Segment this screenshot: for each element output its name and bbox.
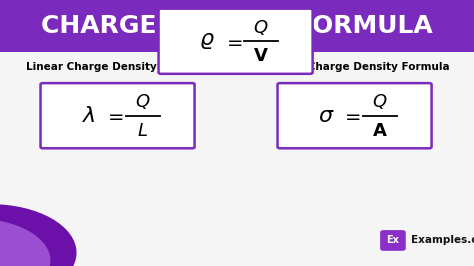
Text: $Q$: $Q$ (253, 18, 269, 37)
Text: $Q$: $Q$ (372, 93, 388, 111)
Circle shape (0, 205, 76, 266)
Text: $=$: $=$ (104, 106, 125, 125)
Circle shape (0, 219, 50, 266)
FancyBboxPatch shape (277, 83, 432, 148)
Text: $=$: $=$ (222, 32, 243, 51)
Text: $\sigma$: $\sigma$ (318, 106, 335, 126)
Text: $\lambda$: $\lambda$ (82, 106, 96, 126)
FancyBboxPatch shape (380, 230, 406, 251)
Text: $\mathbf{A}$: $\mathbf{A}$ (372, 122, 388, 140)
FancyBboxPatch shape (40, 83, 194, 148)
Text: $L$: $L$ (137, 122, 148, 140)
Text: $\varrho$: $\varrho$ (199, 31, 215, 51)
Text: Linear Charge Density Formula: Linear Charge Density Formula (26, 62, 209, 72)
FancyBboxPatch shape (158, 9, 313, 74)
Text: $Q$: $Q$ (135, 93, 151, 111)
Text: CHARGE DENSITY FORMULA: CHARGE DENSITY FORMULA (41, 14, 433, 38)
Text: Examples.com: Examples.com (411, 235, 474, 246)
Text: Ex: Ex (386, 235, 400, 246)
Text: Surface Charge Density Formula: Surface Charge Density Formula (259, 62, 450, 72)
Bar (0, 0, 474, 52)
Text: $=$: $=$ (341, 106, 362, 125)
Text: $\mathbf{V}$: $\mathbf{V}$ (253, 47, 269, 65)
